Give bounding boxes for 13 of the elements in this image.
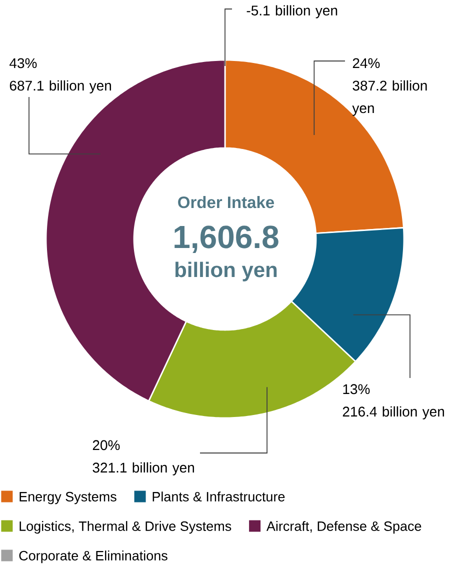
legend-label: Logistics, Thermal & Drive Systems (20, 521, 232, 534)
legend-label: Aircraft, Defense & Space (266, 521, 422, 534)
text: -5.1 billion yen (246, 5, 338, 18)
legend-label: Energy Systems (20, 492, 116, 504)
text: billion yen (175, 262, 277, 282)
text: Order Intake (178, 196, 274, 208)
legend-label: Corporate & Eliminations (19, 550, 168, 564)
legend-label: Plants & Infrastructure (152, 492, 285, 502)
data-label: 13% 216.4 billion yen (342, 384, 444, 420)
text: 1,606.8 (174, 226, 278, 253)
data-label: 43% 687.1 billion yen (10, 58, 111, 94)
data-label: 20% 321.1 billion yen (92, 440, 194, 476)
data-label: 24% 387.2 billion yen (352, 58, 427, 116)
